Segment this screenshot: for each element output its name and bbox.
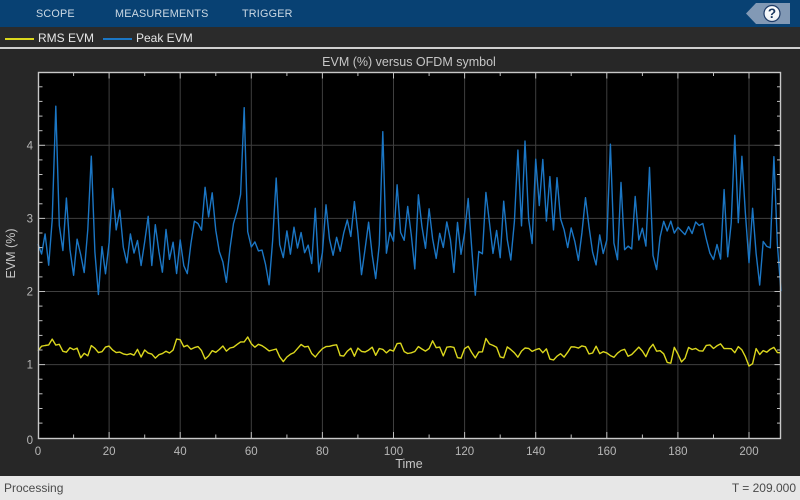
svg-text:120: 120	[455, 446, 474, 458]
svg-text:80: 80	[316, 446, 329, 458]
svg-text:100: 100	[384, 446, 403, 458]
svg-text:Time: Time	[395, 457, 422, 471]
svg-text:0: 0	[35, 446, 41, 458]
svg-text:?: ?	[768, 6, 776, 21]
svg-text:180: 180	[668, 446, 687, 458]
svg-text:2: 2	[27, 287, 33, 299]
svg-text:140: 140	[526, 446, 545, 458]
svg-text:4: 4	[27, 140, 34, 152]
svg-text:1: 1	[27, 360, 33, 372]
svg-text:EVM (%): EVM (%)	[4, 229, 18, 279]
svg-text:EVM (%) versus OFDM symbol: EVM (%) versus OFDM symbol	[322, 55, 496, 69]
svg-text:40: 40	[174, 446, 187, 458]
svg-text:60: 60	[245, 446, 258, 458]
svg-text:3: 3	[27, 213, 33, 225]
svg-text:200: 200	[739, 446, 758, 458]
svg-text:160: 160	[597, 446, 616, 458]
svg-text:0: 0	[27, 435, 33, 447]
svg-text:20: 20	[103, 446, 116, 458]
